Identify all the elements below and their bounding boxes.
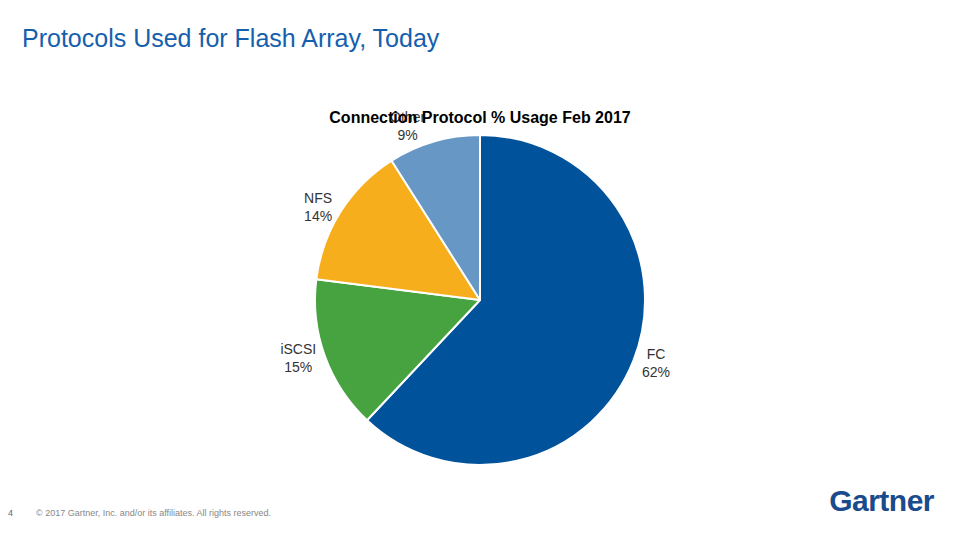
svg-text:NFS14%: NFS14% [304,190,332,224]
svg-text:FC62%: FC62% [642,346,670,380]
html-text:4: 4 [8,508,13,518]
html-text:© 2017 Gartner, Inc. and/or it: © 2017 Gartner, Inc. and/or its affiliat… [36,508,272,518]
html-text:Protocols Used for Flash Array: Protocols Used for Flash Array, Today [22,24,440,52]
svg-text:iSCSI15%: iSCSI15% [280,341,316,375]
html-text:Gartner: Gartner [829,484,934,517]
svg-text:Other9%: Other9% [390,109,425,143]
svg-text:Connection Protocol % Usage Fe: Connection Protocol % Usage Feb 2017 [329,109,631,126]
